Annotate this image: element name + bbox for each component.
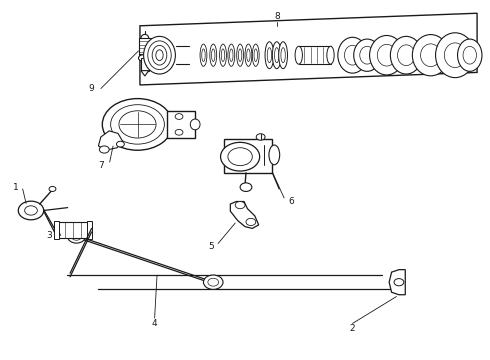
Ellipse shape	[272, 42, 281, 69]
Ellipse shape	[246, 49, 250, 62]
Ellipse shape	[152, 45, 167, 65]
Polygon shape	[98, 131, 123, 150]
Ellipse shape	[245, 44, 252, 66]
Ellipse shape	[354, 39, 381, 71]
Ellipse shape	[212, 49, 215, 62]
Bar	[56, 222, 90, 238]
Ellipse shape	[230, 49, 233, 62]
Polygon shape	[230, 202, 259, 228]
Text: 3: 3	[47, 231, 52, 240]
Bar	[139, 39, 151, 54]
Ellipse shape	[458, 39, 482, 71]
Ellipse shape	[141, 35, 149, 42]
Circle shape	[228, 148, 252, 166]
Circle shape	[203, 275, 223, 289]
Ellipse shape	[413, 35, 449, 76]
Ellipse shape	[202, 49, 205, 62]
Polygon shape	[141, 71, 149, 76]
Text: 2: 2	[350, 324, 355, 333]
Ellipse shape	[391, 36, 422, 74]
Ellipse shape	[220, 44, 226, 66]
Ellipse shape	[344, 45, 361, 65]
Circle shape	[175, 130, 183, 135]
Bar	[54, 221, 59, 239]
Ellipse shape	[420, 44, 441, 67]
Circle shape	[99, 146, 109, 153]
Ellipse shape	[269, 145, 280, 165]
Ellipse shape	[338, 37, 367, 73]
Circle shape	[208, 278, 219, 286]
Bar	[224, 139, 272, 173]
Text: 6: 6	[289, 197, 294, 206]
Circle shape	[72, 233, 81, 240]
Ellipse shape	[156, 50, 163, 60]
Circle shape	[68, 230, 85, 243]
Circle shape	[117, 141, 124, 147]
Ellipse shape	[444, 43, 466, 68]
Circle shape	[240, 183, 252, 192]
Circle shape	[102, 99, 172, 150]
Ellipse shape	[463, 46, 476, 64]
Text: 8: 8	[274, 12, 280, 21]
Ellipse shape	[252, 44, 259, 66]
Circle shape	[18, 201, 44, 220]
Ellipse shape	[274, 48, 279, 63]
Circle shape	[246, 219, 256, 226]
Text: 9: 9	[88, 84, 94, 93]
Text: 5: 5	[208, 242, 214, 251]
Ellipse shape	[139, 54, 151, 62]
Text: 7: 7	[98, 161, 104, 170]
Ellipse shape	[295, 46, 302, 64]
Ellipse shape	[360, 46, 374, 64]
Ellipse shape	[200, 44, 207, 66]
Ellipse shape	[239, 49, 242, 62]
Ellipse shape	[397, 45, 415, 66]
Ellipse shape	[267, 48, 271, 63]
Ellipse shape	[228, 44, 235, 66]
Ellipse shape	[279, 42, 288, 69]
Circle shape	[24, 206, 37, 215]
Ellipse shape	[377, 44, 396, 66]
Circle shape	[49, 186, 56, 192]
Circle shape	[175, 114, 183, 120]
Circle shape	[111, 105, 164, 144]
Polygon shape	[140, 13, 477, 85]
Text: 1: 1	[12, 183, 18, 192]
Circle shape	[394, 279, 404, 286]
Bar	[141, 58, 149, 71]
Ellipse shape	[369, 36, 404, 75]
Ellipse shape	[237, 44, 244, 66]
Ellipse shape	[327, 46, 334, 64]
Circle shape	[256, 134, 265, 140]
Bar	[167, 111, 195, 138]
Polygon shape	[389, 270, 405, 295]
Circle shape	[220, 142, 260, 171]
Ellipse shape	[210, 44, 217, 66]
Ellipse shape	[221, 49, 225, 62]
Circle shape	[235, 202, 245, 209]
Ellipse shape	[254, 49, 257, 62]
Bar	[87, 221, 92, 239]
Circle shape	[119, 111, 156, 138]
Ellipse shape	[144, 36, 175, 74]
Ellipse shape	[190, 119, 200, 130]
Ellipse shape	[281, 48, 285, 63]
Ellipse shape	[265, 42, 274, 69]
Ellipse shape	[148, 41, 171, 69]
Text: 4: 4	[152, 319, 157, 328]
Ellipse shape	[436, 33, 475, 78]
